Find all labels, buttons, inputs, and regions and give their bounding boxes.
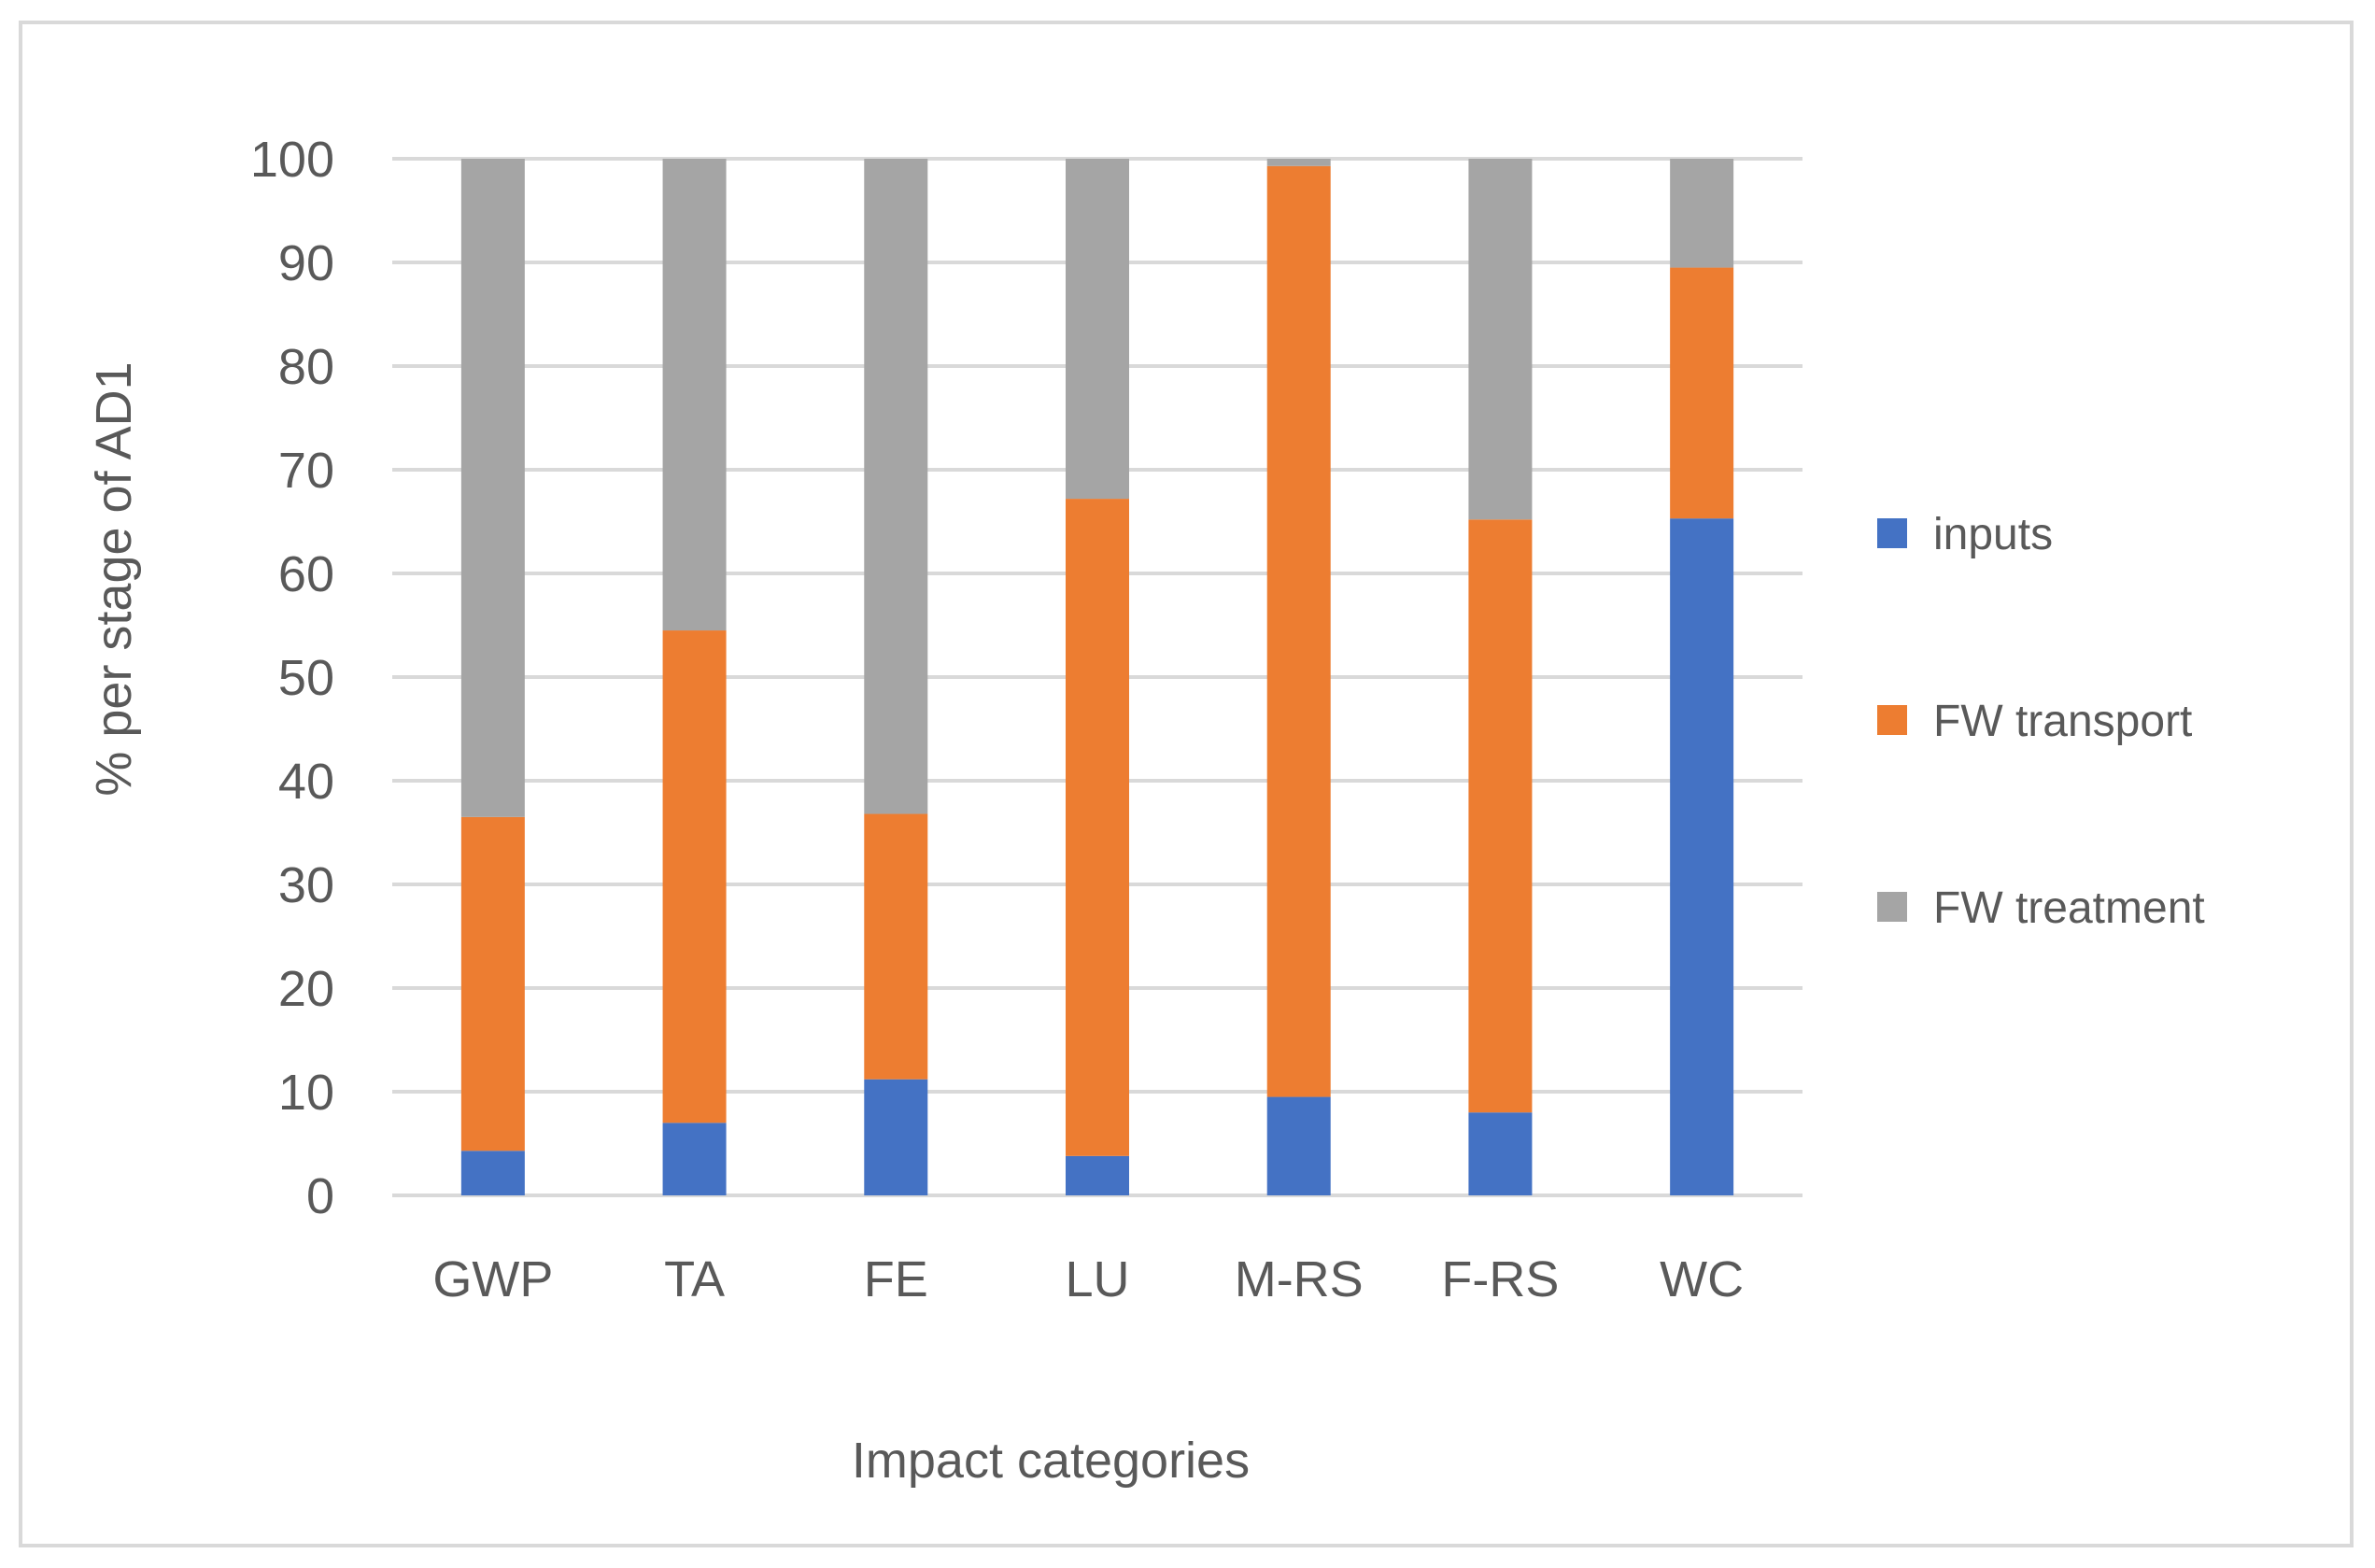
bars: [460, 159, 1734, 1195]
bar-segment: [1670, 159, 1734, 268]
bar-segment: [460, 1151, 525, 1195]
bar-segment: [1670, 267, 1734, 519]
x-axis-title: Impact categories: [852, 1433, 1250, 1489]
chart-frame: [19, 21, 2354, 1547]
x-tick-label: TA: [664, 1251, 725, 1307]
x-tick-label: WC: [1660, 1251, 1744, 1307]
y-tick-label: 40: [278, 754, 334, 810]
legend: inputs FW transport FW treatment: [1877, 510, 2205, 933]
x-tick-label: FE: [864, 1251, 928, 1307]
y-tick-label: 30: [278, 857, 334, 913]
bar-segment: [1066, 499, 1129, 1156]
y-tick-label: 20: [278, 961, 334, 1017]
bar-segment: [1468, 1112, 1533, 1195]
bar-segment: [662, 1123, 727, 1195]
bar-segment: [864, 159, 928, 814]
x-tick-label: M-RS: [1235, 1251, 1364, 1307]
y-tick-label: 80: [278, 339, 334, 395]
bar-segment: [460, 816, 525, 1151]
bar-segment: [1266, 1096, 1331, 1195]
legend-swatch: [1877, 518, 1907, 548]
legend-label: FW treatment: [1933, 883, 2205, 933]
bar-segment: [1266, 159, 1331, 166]
y-tick-label: 60: [278, 546, 334, 602]
y-tick-label: 100: [250, 132, 334, 188]
bar-segment: [662, 630, 727, 1123]
legend-label: inputs: [1933, 510, 2053, 559]
bar-segment: [864, 1079, 928, 1195]
x-tick-label: GWP: [432, 1251, 553, 1307]
legend-swatch: [1877, 705, 1907, 735]
y-axis-title: % per stage of AD1: [86, 361, 142, 796]
y-tick-label: 90: [278, 235, 334, 291]
y-tick-label: 70: [278, 443, 334, 499]
y-tick-label: 0: [306, 1168, 334, 1224]
y-tick-label: 50: [278, 650, 334, 706]
x-tick-label: F-RS: [1441, 1251, 1559, 1307]
x-axis-tick-labels: GWP TA FE LU M-RS F-RS WC: [432, 1251, 1744, 1307]
bar-segment: [1066, 1155, 1129, 1195]
bar-segment: [1670, 518, 1734, 1195]
legend-swatch: [1877, 892, 1907, 922]
bar-segment: [1066, 159, 1129, 500]
y-tick-label: 10: [278, 1065, 334, 1121]
bar-segment: [1468, 159, 1533, 520]
bar-segment: [662, 159, 727, 631]
bar-segment: [460, 159, 525, 817]
x-tick-label: LU: [1065, 1251, 1129, 1307]
bar-segment: [1468, 519, 1533, 1113]
bar-segment: [864, 813, 928, 1080]
y-axis-tick-labels: 0 10 20 30 40 50 60 70 80 90 100: [250, 132, 334, 1224]
bar-segment: [1266, 165, 1331, 1097]
legend-label: FW transport: [1933, 697, 2192, 746]
